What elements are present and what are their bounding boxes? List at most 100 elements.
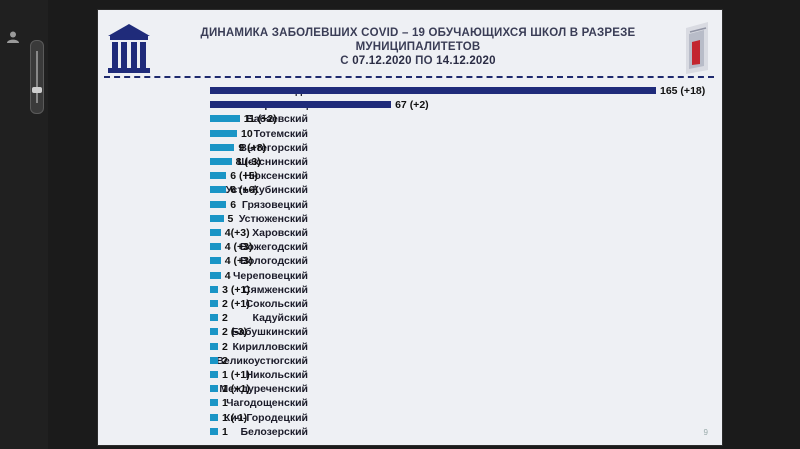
bar bbox=[210, 101, 392, 109]
category-label: Сокольский bbox=[245, 298, 308, 310]
bar bbox=[210, 115, 240, 123]
data-label: 4 (+3) bbox=[224, 241, 253, 254]
chart-row: Грязовецкий 6 bbox=[98, 198, 722, 212]
category-label: Вожегодский bbox=[239, 241, 308, 254]
cases-bar-chart: г. Вологда165 (+18)г. Череповец67 (+2)Ба… bbox=[98, 80, 722, 440]
chart-row: Кадуйский 2 bbox=[98, 311, 722, 325]
bar bbox=[210, 314, 218, 322]
data-label: 6 bbox=[230, 198, 237, 211]
category-label: Бабушкинский bbox=[231, 326, 308, 339]
data-label: 11 (+2) bbox=[243, 113, 277, 126]
title-date-from: 07.12.2020 bbox=[352, 55, 412, 67]
data-label: 2 (+1) bbox=[222, 298, 250, 310]
data-label: 4 (+3) bbox=[224, 255, 253, 268]
title-line-2: МУНИЦИПАЛИТЕТОВ bbox=[355, 41, 481, 53]
category-label: Устюженский bbox=[238, 212, 308, 225]
bar bbox=[210, 143, 235, 151]
data-label: 4 bbox=[224, 269, 231, 282]
title-line-1: ДИНАМИКА ЗАБОЛЕВШИХ COVID – 19 ОБУЧАЮЩИХ… bbox=[200, 27, 636, 39]
chart-row: г. Вологда165 (+18) bbox=[98, 84, 722, 98]
category-label: Никольский bbox=[245, 369, 308, 381]
chart-row: Белозерский 1 bbox=[98, 425, 722, 439]
data-label: 5 bbox=[227, 212, 234, 225]
chart-row: Тотемский 10 bbox=[98, 127, 722, 141]
bar bbox=[210, 257, 221, 265]
bar bbox=[210, 271, 221, 279]
category-label: Междуреченский bbox=[219, 383, 308, 396]
header-separator bbox=[104, 76, 714, 78]
title-date-mid: ПО bbox=[411, 55, 437, 67]
data-label: 2 bbox=[222, 312, 228, 325]
bar bbox=[210, 87, 656, 94]
chart-row: Сямженский 3 (+1) bbox=[98, 283, 722, 297]
zoom-slider[interactable] bbox=[30, 40, 44, 114]
chart-row: Вытегорский 9 (+8) bbox=[98, 141, 722, 155]
data-label: 67 (+2) bbox=[395, 99, 429, 112]
chart-row: Шекснинский 8 (-3) bbox=[98, 155, 722, 169]
bar bbox=[210, 328, 218, 336]
data-label: 2 bbox=[222, 340, 228, 353]
chart-row: Кич-Городецкий 1 (-1) bbox=[98, 411, 722, 425]
title-date-range: С 07.12.2020 ПО 14.12.2020 bbox=[188, 54, 648, 68]
chart-row: Череповецкий 4 bbox=[98, 269, 722, 283]
title-date-prefix: С bbox=[340, 55, 353, 67]
data-label: 1 (+1) bbox=[222, 383, 250, 396]
bar bbox=[210, 427, 218, 435]
user-icon[interactable] bbox=[6, 30, 20, 44]
category-label: Белозерский bbox=[240, 425, 308, 438]
data-label: 1 (+1) bbox=[222, 369, 250, 381]
bar bbox=[210, 186, 227, 194]
data-label: 4(+3) bbox=[224, 227, 250, 239]
data-label: 6 (+6) bbox=[230, 184, 258, 197]
bar bbox=[210, 285, 219, 293]
bar bbox=[210, 172, 227, 180]
category-label: Харовский bbox=[252, 227, 308, 239]
chart-row: Бабушкинский 2 (-3) bbox=[98, 325, 722, 339]
data-label: 2 bbox=[222, 354, 228, 367]
category-label: Грязовецкий bbox=[241, 198, 308, 211]
chart-row: Сокольский 2 (+1) bbox=[98, 297, 722, 311]
category-label: Нюксенский bbox=[244, 170, 308, 183]
category-label: Кич-Городецкий bbox=[223, 411, 308, 424]
category-label: Кирилловский bbox=[232, 340, 308, 353]
chart-row: Никольский 1 (+1) bbox=[98, 368, 722, 382]
category-label: Сямженский bbox=[243, 283, 308, 296]
data-label: 165 (+18) bbox=[660, 85, 706, 97]
chart-row: Харовский 4(+3) bbox=[98, 226, 722, 240]
bar bbox=[210, 200, 227, 208]
chart-row: Усть-Кубинский 6 (+6) bbox=[98, 183, 722, 197]
viewer-right-panel bbox=[722, 0, 800, 449]
data-label: 1 (-1) bbox=[222, 411, 248, 424]
data-label: 9 (+8) bbox=[238, 141, 267, 154]
data-label: 8 (-3) bbox=[235, 156, 261, 168]
category-label: Череповецкий bbox=[232, 269, 308, 282]
category-label: Великоустюгский bbox=[216, 354, 308, 367]
chart-row: Нюксенский 6 (+5) bbox=[98, 169, 722, 183]
page-number: 9 bbox=[703, 428, 708, 437]
category-label: Чагодощенский bbox=[226, 397, 308, 410]
category-label: Кадуйский bbox=[252, 312, 308, 325]
data-label: 10 bbox=[241, 127, 253, 140]
region-logo-icon bbox=[686, 22, 708, 74]
title-date-to: 14.12.2020 bbox=[436, 55, 496, 67]
category-label: Вытегорский bbox=[239, 141, 308, 154]
bar bbox=[210, 413, 218, 421]
category-label: Вологодский bbox=[240, 255, 308, 268]
bar bbox=[210, 229, 221, 236]
viewer-left-panel bbox=[0, 0, 48, 449]
slide-title: ДИНАМИКА ЗАБОЛЕВШИХ COVID – 19 ОБУЧАЮЩИХ… bbox=[188, 26, 648, 68]
zoom-slider-track bbox=[36, 51, 38, 103]
bar bbox=[210, 342, 218, 350]
data-label: 6 (+5) bbox=[230, 170, 258, 183]
bar bbox=[210, 385, 218, 393]
slide-header: ДИНАМИКА ЗАБОЛЕВШИХ COVID – 19 ОБУЧАЮЩИХ… bbox=[98, 10, 722, 80]
chart-row: Вожегодский 4 (+3) bbox=[98, 240, 722, 254]
bar bbox=[210, 399, 218, 407]
bar bbox=[210, 243, 221, 251]
zoom-slider-thumb[interactable] bbox=[32, 87, 42, 93]
bar bbox=[210, 356, 218, 364]
school-building-icon bbox=[108, 24, 150, 73]
presentation-slide: ДИНАМИКА ЗАБОЛЕВШИХ COVID – 19 ОБУЧАЮЩИХ… bbox=[98, 10, 722, 445]
chart-row: Бабаевский 11 (+2) bbox=[98, 112, 722, 126]
category-label: Бабаевский bbox=[246, 113, 308, 126]
